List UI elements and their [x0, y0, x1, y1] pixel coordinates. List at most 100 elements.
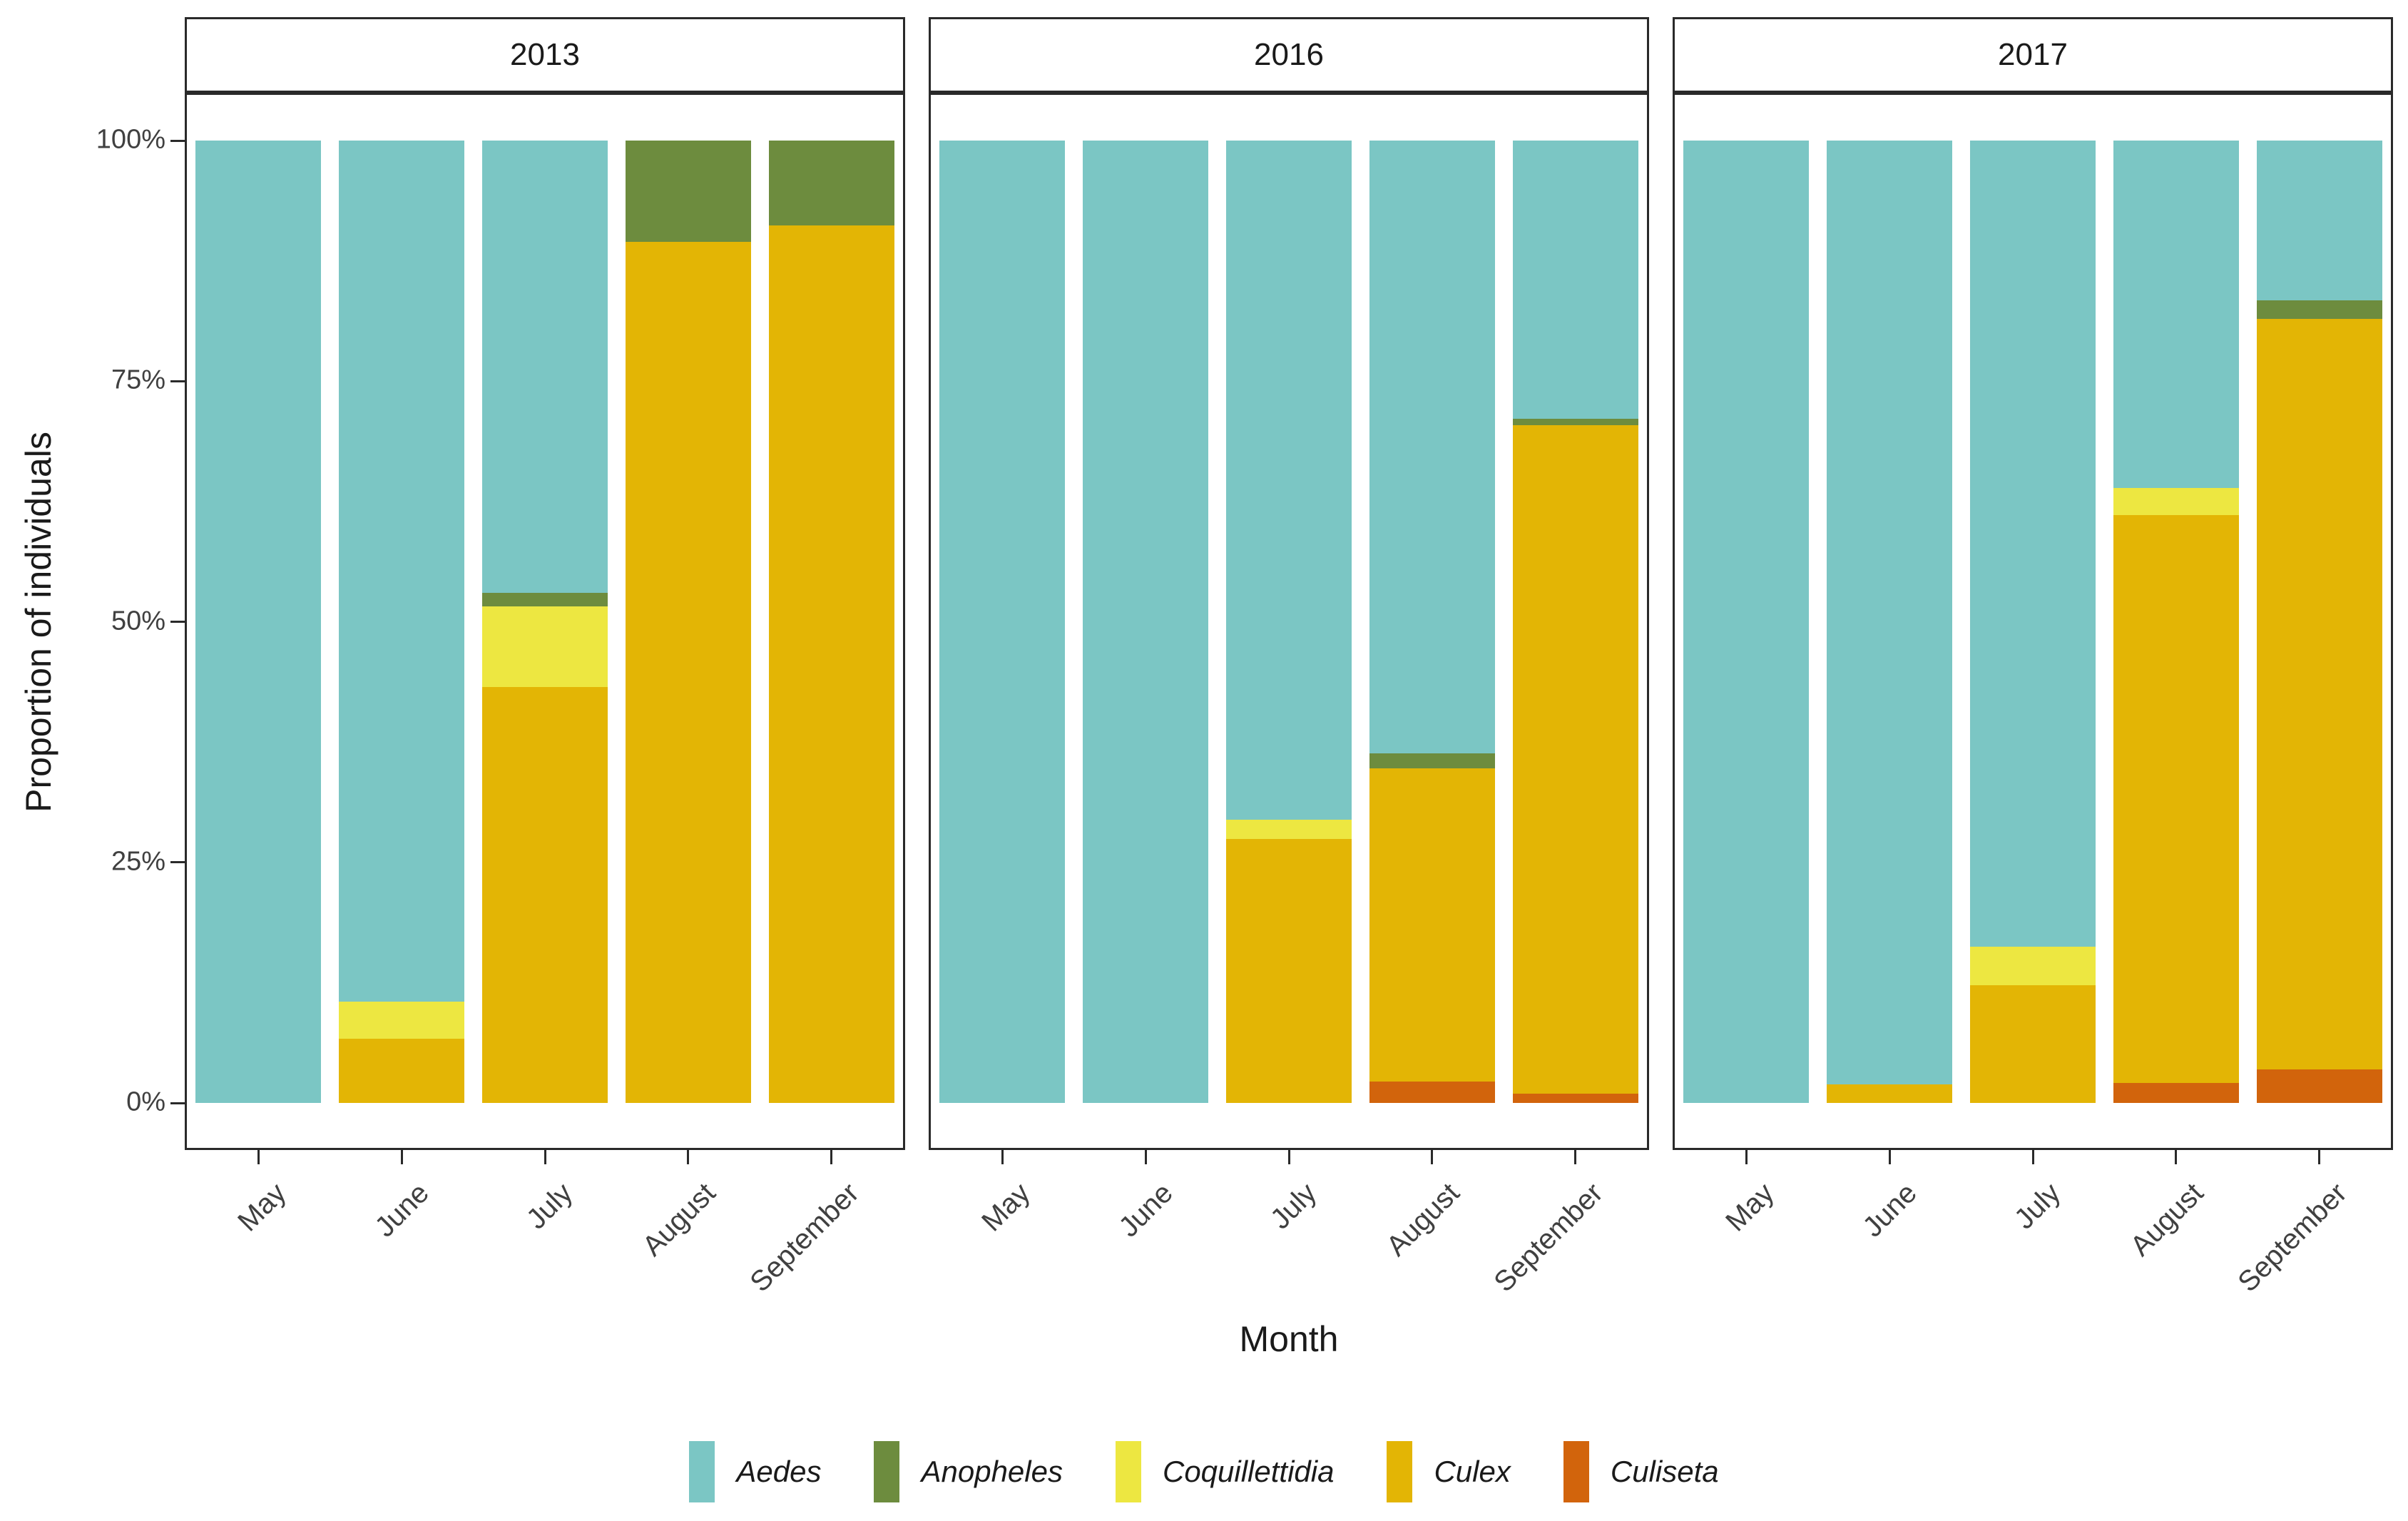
- bar-segment-Coquillettidia: [2113, 487, 2239, 515]
- x-tick-label: June: [369, 1177, 436, 1243]
- x-tick-label: September: [744, 1177, 865, 1298]
- bar-2016-May: [939, 141, 1066, 1103]
- x-tick-mark: [1001, 1150, 1004, 1164]
- bar-segment-Anopheles: [768, 141, 894, 225]
- bar-segment-Culiseta: [2113, 1082, 2239, 1103]
- bar-segment-Culex: [339, 1038, 465, 1103]
- bar-2017-September: [2256, 141, 2382, 1103]
- bar-2013-July: [481, 141, 608, 1103]
- legend-item-Aedes: Aedes: [689, 1441, 821, 1502]
- bar-segment-Aedes: [1827, 141, 1953, 1085]
- bar-segment-Culex: [1512, 425, 1638, 1094]
- legend-swatch: [1563, 1441, 1589, 1502]
- bar-segment-Culex: [1225, 839, 1352, 1103]
- y-tick-label: 100%: [96, 124, 165, 155]
- y-tick-mark: [170, 861, 185, 864]
- bar-2013-May: [195, 141, 322, 1103]
- facet-label: 2017: [1998, 37, 2068, 72]
- x-tick-mark: [1431, 1150, 1434, 1164]
- legend-swatch: [1115, 1441, 1141, 1502]
- x-tick-mark: [1144, 1150, 1147, 1164]
- x-tick-mark: [1287, 1150, 1290, 1164]
- x-tick-mark: [2175, 1150, 2178, 1164]
- bar-2016-September: [1512, 141, 1638, 1103]
- bar-2013-August: [625, 141, 751, 1103]
- bar-2017-June: [1827, 141, 1953, 1103]
- bar-segment-Coquillettidia: [1969, 947, 2096, 986]
- y-tick-mark: [170, 139, 185, 142]
- bar-segment-Culex: [2256, 318, 2382, 1069]
- bar-segment-Aedes: [195, 141, 322, 1103]
- legend-label: Coquillettidia: [1162, 1455, 1335, 1488]
- bar-segment-Culex: [768, 225, 894, 1103]
- x-tick-label: June: [1857, 1177, 1924, 1243]
- y-tick-mark: [170, 1102, 185, 1104]
- legend-item-Culex: Culex: [1387, 1441, 1511, 1502]
- bar-2017-July: [1969, 141, 2096, 1103]
- bar-segment-Coquillettidia: [1225, 820, 1352, 840]
- bar-segment-Anopheles: [481, 593, 608, 606]
- bar-segment-Aedes: [2256, 141, 2382, 300]
- x-tick-label: May: [975, 1177, 1036, 1238]
- x-tick-mark: [544, 1150, 546, 1164]
- legend-swatch: [689, 1441, 715, 1502]
- bar-segment-Aedes: [939, 141, 1066, 1103]
- bar-segment-Culex: [2113, 514, 2239, 1083]
- bar-2016-June: [1083, 141, 1209, 1103]
- x-tick-mark: [1745, 1150, 1748, 1164]
- bar-segment-Culex: [481, 687, 608, 1103]
- bar-segment-Anopheles: [1512, 418, 1638, 426]
- x-tick-label: September: [1488, 1177, 1609, 1298]
- x-tick-mark: [257, 1150, 260, 1164]
- bars-area-2017: [1675, 141, 2391, 1103]
- bar-segment-Culex: [1369, 768, 1495, 1082]
- x-tick-mark: [400, 1150, 403, 1164]
- bar-segment-Culiseta: [1369, 1082, 1495, 1103]
- x-tick-mark: [1574, 1150, 1577, 1164]
- bar-2013-June: [339, 141, 465, 1103]
- x-tick-mark: [687, 1150, 690, 1164]
- legend-item-Coquillettidia: Coquillettidia: [1115, 1441, 1335, 1502]
- legend-item-Anopheles: Anopheles: [874, 1441, 1063, 1502]
- bar-segment-Anopheles: [625, 141, 751, 242]
- bar-segment-Culiseta: [2256, 1069, 2382, 1103]
- bar-segment-Aedes: [1512, 141, 1638, 419]
- x-tick-mark: [830, 1150, 833, 1164]
- bar-2017-August: [2113, 141, 2239, 1103]
- bar-segment-Culex: [1827, 1084, 1953, 1103]
- bar-segment-Culex: [625, 241, 751, 1103]
- x-tick-mark: [2318, 1150, 2321, 1164]
- bar-segment-Aedes: [1225, 141, 1352, 820]
- bar-2013-September: [768, 141, 894, 1103]
- x-tick-mark: [2031, 1150, 2034, 1164]
- bar-2016-July: [1225, 141, 1352, 1103]
- x-tick-label: July: [520, 1177, 579, 1236]
- x-tick-label: August: [636, 1177, 722, 1263]
- x-tick-label: June: [1113, 1177, 1180, 1243]
- x-tick-label: May: [1719, 1177, 1780, 1238]
- x-tick-label: August: [1380, 1177, 1466, 1263]
- x-tick-label: August: [2124, 1177, 2210, 1263]
- legend-label: Anopheles: [921, 1455, 1063, 1488]
- bar-segment-Culiseta: [1512, 1093, 1638, 1103]
- legend-label: Culiseta: [1610, 1455, 1719, 1488]
- y-tick-mark: [170, 380, 185, 382]
- y-tick-label: 75%: [111, 365, 165, 395]
- bar-segment-Culex: [1969, 985, 2096, 1103]
- x-axis-title: Month: [1239, 1319, 1339, 1359]
- bars-area-2013: [187, 141, 903, 1103]
- legend-item-Culiseta: Culiseta: [1563, 1441, 1719, 1502]
- facet-strip-2013: 2013: [185, 17, 905, 93]
- x-tick-label: May: [231, 1177, 292, 1238]
- bar-segment-Aedes: [339, 141, 465, 1002]
- y-tick-label: 25%: [111, 846, 165, 877]
- legend-label: Culex: [1434, 1455, 1511, 1488]
- bar-segment-Anopheles: [1369, 753, 1495, 768]
- bar-segment-Aedes: [2113, 141, 2239, 488]
- bar-segment-Aedes: [1083, 141, 1209, 1103]
- x-tick-label: September: [2232, 1177, 2353, 1298]
- bars-area-2016: [931, 141, 1647, 1103]
- bar-segment-Coquillettidia: [481, 606, 608, 688]
- x-tick-mark: [1888, 1150, 1891, 1164]
